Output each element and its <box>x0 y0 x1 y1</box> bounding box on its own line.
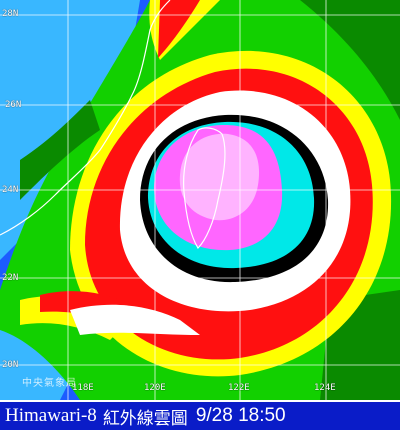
china-coastline <box>0 0 171 236</box>
lat-lon-grid <box>0 0 400 400</box>
caption-bar: Himawari-8 紅外線雲圖 9/28 18:50 <box>0 400 400 430</box>
red-north-spiral <box>158 0 200 58</box>
lat-label-28n: 28N <box>2 9 19 19</box>
observation-time: 9/28 18:50 <box>195 405 286 426</box>
coastlines <box>0 0 226 249</box>
lon-label-122e: 122E <box>228 383 250 393</box>
lon-label-120e: 120E <box>144 383 166 393</box>
lat-label-24n: 24N <box>2 185 19 195</box>
infrared-cloud-map: 28N 26N 24N 22N 20N 118E 120E 122E 124E … <box>0 0 400 400</box>
dark-green-northeast <box>300 0 400 120</box>
cloud-top-temperature-image <box>0 0 400 400</box>
lat-label-20n: 20N <box>2 360 19 370</box>
cwb-watermark: 中央氣象局 <box>22 378 77 389</box>
product-name: 紅外線雲圖 <box>102 408 188 429</box>
lon-label-124e: 124E <box>314 383 336 393</box>
white-south-rainband <box>70 304 200 335</box>
dark-green-west <box>20 100 100 200</box>
eye-region <box>179 133 260 221</box>
lat-label-26n: 26N <box>5 100 22 110</box>
satellite-name: Himawari-8 <box>5 405 97 426</box>
lon-label-118e: 118E <box>72 383 94 393</box>
taiwan-coastline <box>183 127 226 249</box>
lat-label-22n: 22N <box>2 273 19 283</box>
